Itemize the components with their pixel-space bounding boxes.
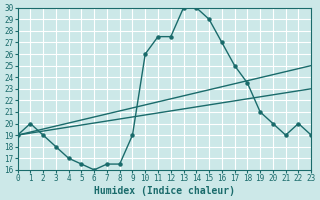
X-axis label: Humidex (Indice chaleur): Humidex (Indice chaleur) — [94, 186, 235, 196]
